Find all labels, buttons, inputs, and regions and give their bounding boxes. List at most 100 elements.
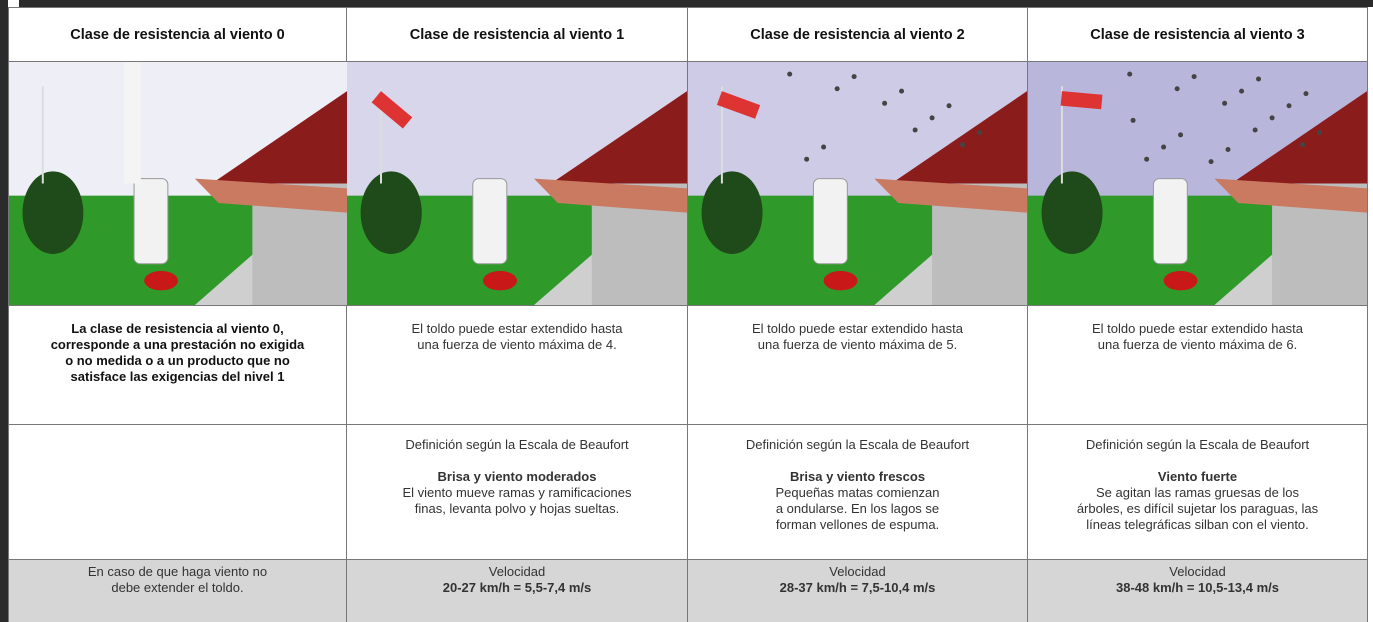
- leaf: [1191, 74, 1197, 80]
- illustration: [347, 62, 688, 306]
- description-line: El toldo puede estar extendido hasta: [411, 321, 623, 336]
- description: El toldo puede estar extendido hasta una …: [688, 306, 1028, 425]
- definition-line: forman vellones de espuma.: [775, 517, 940, 532]
- velocity: En caso de que haga viento no debe extend…: [8, 560, 347, 622]
- description-line: una fuerza de viento máxima de 5.: [757, 337, 958, 352]
- leaf: [929, 115, 935, 121]
- sign: [812, 178, 848, 265]
- description-line: La clase de resistencia al viento 0,: [71, 321, 284, 336]
- definition-line: El viento mueve ramas y ramificaciones: [402, 485, 632, 500]
- leaf: [1225, 146, 1231, 152]
- awning: [874, 178, 1027, 213]
- sign: [1152, 178, 1188, 265]
- column-header: Clase de resistencia al viento 1: [347, 7, 688, 62]
- tree: [1041, 171, 1103, 254]
- spacer: [1028, 453, 1367, 469]
- wind-illustration: [1028, 62, 1367, 305]
- leaf: [977, 129, 983, 135]
- velocity-value: 38-48 km/h = 10,5-13,4 m/s: [1116, 580, 1279, 595]
- definition-line: árboles, es difícil sujetar los paraguas…: [1076, 501, 1319, 516]
- tree: [701, 171, 763, 254]
- windsock: [1060, 91, 1103, 110]
- roof: [551, 91, 687, 184]
- wind-illustration: [9, 62, 347, 305]
- description: El toldo puede estar extendido hasta una …: [347, 306, 688, 425]
- definition-line: finas, levanta polvo y hojas sueltas.: [414, 501, 620, 516]
- definition-term: Brisa y viento moderados: [437, 469, 597, 484]
- leaf: [1239, 88, 1245, 94]
- leaf: [1252, 127, 1258, 133]
- leaf: [1144, 156, 1150, 162]
- leaf: [1317, 129, 1323, 135]
- sign: [472, 178, 508, 265]
- leaf: [787, 71, 793, 77]
- leaf: [1300, 142, 1306, 148]
- description-line: corresponde a una prestación no exigida: [50, 337, 305, 352]
- windsock: [716, 91, 761, 119]
- velocity-label: Velocidad: [1169, 564, 1226, 579]
- leaf: [804, 156, 810, 162]
- description: El toldo puede estar extendido hasta una …: [1028, 306, 1368, 425]
- frame-tab: [8, 0, 19, 7]
- definition-line: Pequeñas matas comienzan: [775, 485, 940, 500]
- leaf: [851, 74, 857, 80]
- description-line: satisface las exigencias del nivel 1: [70, 369, 285, 384]
- column-header: Clase de resistencia al viento 0: [8, 7, 347, 62]
- tree: [22, 171, 84, 254]
- frame-band: [0, 0, 1373, 7]
- definition: Definición según la Escala de Beaufort Vi…: [1028, 425, 1368, 560]
- leaf: [899, 88, 905, 94]
- description-line: o no medida o a un producto que no: [65, 353, 290, 368]
- car: [144, 270, 179, 291]
- leaf: [960, 142, 966, 148]
- leaf: [1208, 159, 1214, 165]
- definition-intro: Definición según la Escala de Beaufort: [745, 437, 970, 452]
- spacer: [347, 453, 687, 469]
- roof: [211, 91, 347, 184]
- definition-line: a ondularse. En los lagos se: [775, 501, 940, 516]
- illustration: [8, 62, 347, 306]
- definition-intro: Definición según la Escala de Beaufort: [405, 437, 629, 452]
- definition-term: Brisa y viento frescos: [789, 469, 926, 484]
- leaf: [912, 127, 918, 133]
- illustration: [1028, 62, 1368, 306]
- leaf: [821, 144, 827, 150]
- definition-intro: Definición según la Escala de Beaufort: [1085, 437, 1310, 452]
- definition-term: Viento fuerte: [1157, 469, 1238, 484]
- note-line: En caso de que haga viento no: [87, 564, 268, 579]
- description-line: una fuerza de viento máxima de 6.: [1097, 337, 1298, 352]
- velocity: Velocidad 20-27 km/h = 5,5-7,4 m/s: [347, 560, 688, 622]
- description-line: una fuerza de viento máxima de 4.: [417, 337, 617, 352]
- wind-illustration: [347, 62, 687, 305]
- awning: [194, 178, 347, 213]
- leaf: [834, 86, 840, 92]
- definition-line: Se agitan las ramas gruesas de los: [1095, 485, 1300, 500]
- velocity-label: Velocidad: [829, 564, 886, 579]
- description: La clase de resistencia al viento 0, corr…: [8, 306, 347, 425]
- definition: [8, 425, 347, 560]
- velocity-value: 28-37 km/h = 7,5-10,4 m/s: [779, 580, 936, 595]
- leaf: [1256, 76, 1262, 82]
- sign: [133, 178, 169, 265]
- definition: Definición según la Escala de Beaufort Br…: [347, 425, 688, 560]
- wind-illustration: [688, 62, 1027, 305]
- description-line: El toldo puede estar extendido hasta: [1091, 321, 1304, 336]
- description-line: El toldo puede estar extendido hasta: [751, 321, 964, 336]
- smoke: [123, 62, 141, 184]
- windsock: [371, 91, 413, 129]
- definition-line: líneas telegráficas silban con el viento…: [1086, 517, 1309, 532]
- spacer: [688, 453, 1027, 469]
- definition: Definición según la Escala de Beaufort Br…: [688, 425, 1028, 560]
- illustration: [688, 62, 1028, 306]
- leaf: [1222, 100, 1228, 106]
- velocity-value: 20-27 km/h = 5,5-7,4 m/s: [442, 580, 592, 595]
- car: [823, 270, 858, 291]
- leaf: [1127, 71, 1133, 77]
- leaf: [1130, 117, 1136, 123]
- note-line: debe extender el toldo.: [111, 580, 244, 595]
- leaf: [1303, 91, 1309, 97]
- frame-band: [0, 0, 8, 622]
- velocity: Velocidad 28-37 km/h = 7,5-10,4 m/s: [688, 560, 1028, 622]
- leaf: [1269, 115, 1275, 121]
